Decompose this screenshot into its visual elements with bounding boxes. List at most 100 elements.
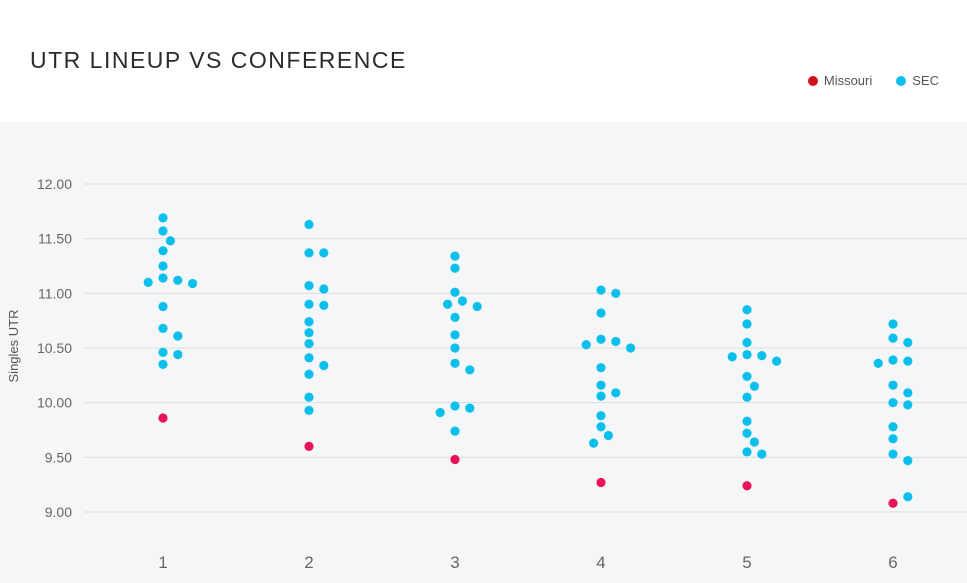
sec-point[interactable] <box>757 449 767 459</box>
sec-point[interactable] <box>742 392 752 402</box>
sec-point[interactable] <box>581 340 591 350</box>
sec-point[interactable] <box>143 277 153 287</box>
sec-point[interactable] <box>611 336 621 347</box>
sec-point[interactable] <box>304 339 314 349</box>
sec-point[interactable] <box>443 299 453 309</box>
sec-point[interactable] <box>158 246 168 256</box>
sec-point[interactable] <box>888 333 898 343</box>
sec-point[interactable] <box>173 349 183 360</box>
sec-point[interactable] <box>450 251 460 261</box>
sec-point[interactable] <box>165 236 175 246</box>
sec-point[interactable] <box>319 300 329 310</box>
sec-point[interactable] <box>749 437 760 447</box>
legend-item-sec[interactable]: SEC <box>896 73 939 88</box>
missouri-point[interactable] <box>304 441 314 451</box>
sec-point[interactable] <box>173 275 183 285</box>
sec-point[interactable] <box>903 356 913 366</box>
sec-point[interactable] <box>742 416 752 426</box>
sec-point[interactable] <box>903 337 913 348</box>
sec-point[interactable] <box>158 323 168 333</box>
sec-point[interactable] <box>158 359 168 369</box>
sec-point[interactable] <box>158 213 168 223</box>
sec-point[interactable] <box>450 426 460 436</box>
sec-point[interactable] <box>888 422 898 432</box>
sec-point[interactable] <box>742 447 752 457</box>
sec-point[interactable] <box>596 308 606 318</box>
sec-point[interactable] <box>742 428 752 438</box>
missouri-point[interactable] <box>888 498 898 508</box>
sec-point[interactable] <box>304 281 314 291</box>
sec-point[interactable] <box>888 434 898 444</box>
sec-point[interactable] <box>450 287 460 297</box>
missouri-point[interactable] <box>742 481 752 491</box>
sec-point[interactable] <box>450 330 460 340</box>
sec-point[interactable] <box>472 301 482 312</box>
sec-point[interactable] <box>742 319 752 329</box>
sec-point[interactable] <box>158 301 168 312</box>
sec-point[interactable] <box>158 273 168 283</box>
sec-point[interactable] <box>450 401 460 411</box>
sec-point[interactable] <box>450 358 460 368</box>
missouri-point[interactable] <box>450 454 460 465</box>
sec-point[interactable] <box>319 360 329 371</box>
sec-point[interactable] <box>742 371 752 382</box>
sec-point[interactable] <box>596 422 606 432</box>
sec-point[interactable] <box>188 278 198 289</box>
sec-point[interactable] <box>757 351 767 361</box>
sec-point[interactable] <box>596 285 606 295</box>
sec-point[interactable] <box>888 449 898 459</box>
sec-point[interactable] <box>903 456 913 466</box>
sec-point[interactable] <box>304 299 314 309</box>
sec-point[interactable] <box>450 263 460 273</box>
sec-point[interactable] <box>158 226 168 236</box>
sec-point[interactable] <box>742 349 752 360</box>
sec-point[interactable] <box>450 343 460 353</box>
sec-point[interactable] <box>158 347 168 357</box>
sec-point[interactable] <box>304 405 314 415</box>
sec-point[interactable] <box>742 337 752 348</box>
sec-point[interactable] <box>596 380 606 390</box>
sec-point[interactable] <box>596 334 606 344</box>
sec-point[interactable] <box>626 343 636 353</box>
sec-point[interactable] <box>304 369 314 379</box>
sec-point[interactable] <box>319 248 329 258</box>
sec-point[interactable] <box>727 352 737 362</box>
sec-point[interactable] <box>903 492 913 502</box>
sec-point[interactable] <box>304 317 314 327</box>
sec-point[interactable] <box>173 331 183 341</box>
sec-point[interactable] <box>888 380 898 390</box>
sec-point[interactable] <box>304 219 314 230</box>
sec-point[interactable] <box>611 388 621 398</box>
sec-point[interactable] <box>603 430 614 441</box>
sec-point[interactable] <box>611 288 621 298</box>
sec-point[interactable] <box>873 358 883 368</box>
y-tick-label: 11.50 <box>38 231 72 247</box>
x-tick-label: 3 <box>450 553 459 572</box>
sec-point[interactable] <box>304 328 314 338</box>
sec-point[interactable] <box>457 296 467 306</box>
missouri-point[interactable] <box>596 477 606 488</box>
sec-point[interactable] <box>749 381 760 391</box>
sec-point[interactable] <box>304 353 314 363</box>
sec-point[interactable] <box>596 411 606 421</box>
sec-point[interactable] <box>888 355 898 365</box>
sec-point[interactable] <box>304 248 314 258</box>
sec-point[interactable] <box>596 363 606 373</box>
sec-point[interactable] <box>596 391 606 401</box>
sec-point[interactable] <box>450 312 460 322</box>
sec-point[interactable] <box>465 403 475 413</box>
missouri-point[interactable] <box>158 413 168 423</box>
sec-point[interactable] <box>888 319 898 329</box>
sec-point[interactable] <box>888 398 898 408</box>
legend-item-missouri[interactable]: Missouri <box>807 73 872 88</box>
sec-point[interactable] <box>465 365 475 375</box>
sec-point[interactable] <box>742 305 752 315</box>
sec-point[interactable] <box>589 438 599 448</box>
sec-point[interactable] <box>319 284 329 294</box>
sec-point[interactable] <box>903 388 913 398</box>
sec-point[interactable] <box>903 400 913 410</box>
sec-point[interactable] <box>435 407 445 418</box>
sec-point[interactable] <box>158 261 168 271</box>
sec-point[interactable] <box>772 356 782 366</box>
sec-point[interactable] <box>304 392 314 402</box>
